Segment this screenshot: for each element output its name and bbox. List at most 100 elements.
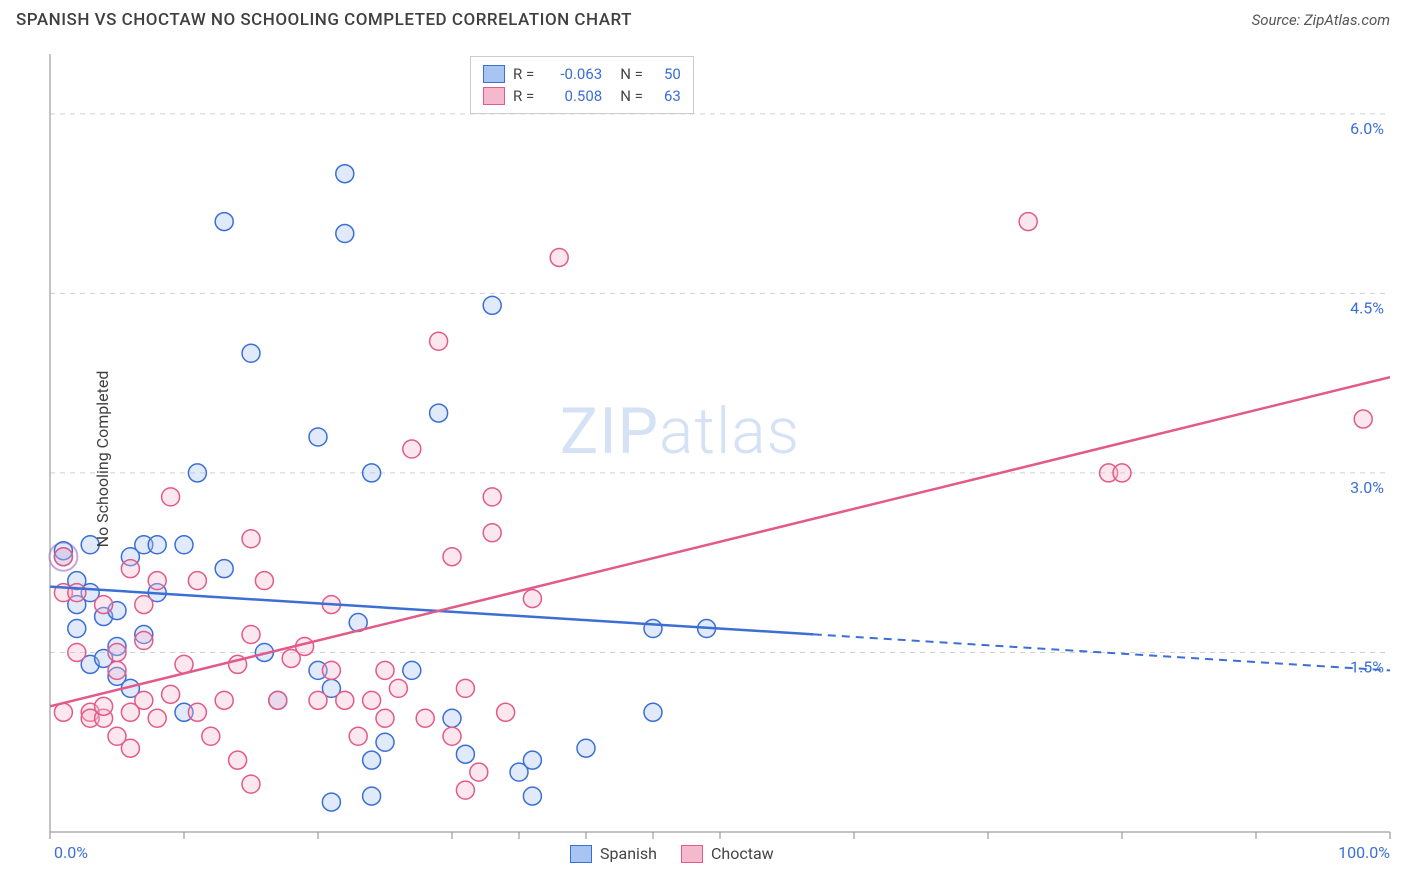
data-point [349,727,367,745]
data-point [403,440,421,458]
n-label: N = [620,85,643,107]
data-point [269,691,287,709]
data-point [376,733,394,751]
data-point [188,464,206,482]
data-point [229,751,247,769]
data-point [456,679,474,697]
data-point [215,691,233,709]
data-point [363,464,381,482]
data-point [68,620,86,638]
scatter-chart: 1.5% 3.0% 4.5% 6.0% ZIPatlas 0.0% 100.0% [0,34,1406,884]
data-point [68,584,86,602]
data-point [336,691,354,709]
source-label: Source: ZipAtlas.com [1252,11,1390,29]
data-point [188,572,206,590]
n-value: 63 [651,85,681,107]
y-tick-label: 4.5% [1350,298,1384,317]
data-point [430,404,448,422]
data-point [242,344,260,362]
data-point [416,709,434,727]
data-point [175,536,193,554]
data-point [242,775,260,793]
y-axis-label: No Schooling Completed [93,371,112,548]
data-point [121,739,139,757]
data-point [336,225,354,243]
x-tick-label: 0.0% [54,843,88,862]
data-point [322,661,340,679]
data-point [443,727,461,745]
data-point [148,536,166,554]
data-point [135,596,153,614]
watermark: ZIPatlas [560,394,800,469]
legend-label: Choctaw [711,844,774,863]
legend-item: Spanish [570,844,657,863]
data-point [148,572,166,590]
data-point [483,524,501,542]
data-point [470,763,488,781]
data-point [255,572,273,590]
data-point [309,691,327,709]
trend-line [50,587,814,635]
data-point [1354,410,1372,428]
data-point [389,679,407,697]
r-label: R = [513,63,534,85]
data-point [523,590,541,608]
data-point [148,709,166,727]
data-point [644,620,662,638]
y-tick-label: 3.0% [1350,478,1384,497]
data-point [215,213,233,231]
legend-item: Choctaw [681,844,774,863]
data-point [363,691,381,709]
data-point [363,751,381,769]
data-point [497,703,515,721]
chart-header: SPANISH VS CHOCTAW NO SCHOOLING COMPLETE… [0,0,1406,34]
legend-swatch [681,845,703,863]
y-tick-label: 6.0% [1350,119,1384,138]
data-point [108,643,126,661]
chart-container: No Schooling Completed 1.5% 3.0% 4.5% 6.0% Z… [0,34,1406,884]
legend-swatch [483,87,505,105]
data-point [95,596,113,614]
data-point [322,793,340,811]
data-point [215,560,233,578]
data-point [68,643,86,661]
legend-swatch [483,65,505,83]
data-point [376,709,394,727]
data-point [121,560,139,578]
data-point [135,691,153,709]
data-point [135,631,153,649]
data-point [1113,464,1131,482]
data-point [443,709,461,727]
data-point [376,661,394,679]
stats-row: R =0.508N =63 [483,85,681,107]
data-point [242,530,260,548]
data-point [1019,213,1037,231]
n-value: 50 [651,63,681,85]
n-label: N = [620,63,643,85]
data-point [577,739,595,757]
data-point [523,787,541,805]
data-point [54,548,72,566]
chart-title: SPANISH VS CHOCTAW NO SCHOOLING COMPLETE… [16,10,632,30]
r-value: -0.063 [542,63,602,85]
stats-row: R = -0.063 N = 50 [483,63,681,85]
data-point [54,703,72,721]
data-point [483,488,501,506]
data-point [242,626,260,644]
data-point [483,296,501,314]
legend-swatch [570,845,592,863]
y-tick-label: 1.5% [1350,657,1384,676]
data-point [363,787,381,805]
data-point [309,428,327,446]
data-point [523,751,541,769]
data-point [95,697,113,715]
data-point [443,548,461,566]
data-point [336,165,354,183]
data-point [188,703,206,721]
x-tick-label: 100.0% [1338,843,1390,862]
data-point [162,685,180,703]
data-point [108,661,126,679]
data-point [403,661,421,679]
data-point [162,488,180,506]
data-point [456,781,474,799]
